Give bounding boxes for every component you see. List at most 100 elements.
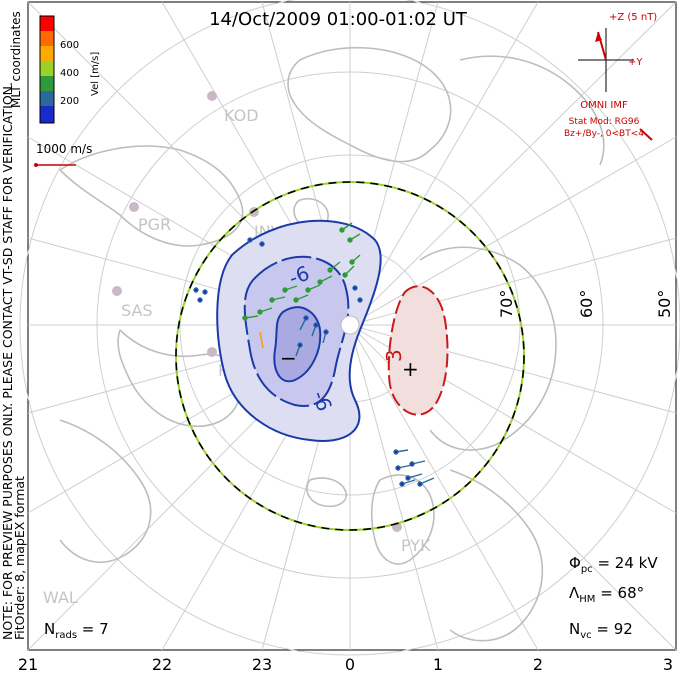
mlt-tick-22: 22 — [152, 655, 172, 674]
colorbar-swatch — [40, 31, 54, 46]
coast-scandinavia — [370, 474, 435, 565]
station-label-pgr: PGR — [138, 215, 171, 234]
mlt-tick-3: 3 — [663, 655, 673, 674]
station-marker-sas — [112, 286, 122, 296]
vector-origin — [202, 289, 208, 295]
vector-origin — [405, 475, 411, 481]
vector-origin — [303, 315, 309, 321]
lat-label-60: 60° — [577, 290, 596, 318]
positive-contour-label: 3 — [382, 349, 406, 362]
preview-note: NOTE: FOR PREVIEW PURPOSES ONLY. PLEASE … — [0, 82, 15, 640]
mlt-tick-23: 23 — [252, 655, 272, 674]
colorbar-swatch — [40, 46, 54, 61]
lat-label-50: 50° — [655, 290, 674, 318]
colorbar-swatch — [40, 16, 54, 31]
colorbar-label: Vel [m/s] — [90, 52, 101, 96]
colorbar-tick-600: 600 — [60, 40, 79, 51]
coast-labrador — [59, 419, 152, 563]
vector-origin — [393, 449, 399, 455]
vector-origin — [352, 285, 358, 291]
vector-origin — [327, 267, 333, 273]
vector-origin — [409, 461, 415, 467]
vector-origin — [269, 297, 275, 303]
coast-hudson — [117, 329, 242, 427]
station-label-sas: SAS — [121, 301, 153, 320]
colorbar-tick-200: 200 — [60, 96, 79, 107]
colorbar-swatch — [40, 76, 54, 91]
vector-cluster-dayside — [242, 222, 361, 321]
vector-origin — [342, 272, 348, 278]
mlt-tick-labels: 21 22 23 0 1 2 3 — [18, 655, 673, 674]
fit-order-note: FitOrder: 8, mapEX format — [12, 476, 27, 640]
imf-source: OMNI IMF — [580, 100, 628, 111]
stat-lambda-hm-value: 68° — [618, 584, 645, 602]
vector-origin — [349, 259, 355, 265]
scale-vector-label: 1000 m/s — [36, 142, 92, 156]
vector-origin — [399, 481, 405, 487]
vector-origin — [242, 315, 248, 321]
vector-origin — [357, 297, 363, 303]
colorbar-swatch — [40, 91, 54, 106]
vector-origin — [317, 279, 323, 285]
vector-origin — [197, 297, 203, 303]
negative-cell-inner — [273, 306, 322, 383]
plot-title: 14/Oct/2009 01:00-01:02 UT — [209, 9, 468, 30]
vector-origin — [395, 465, 401, 471]
vector-origin — [293, 297, 299, 303]
colorbar-swatch — [40, 61, 54, 76]
mlt-line-10 — [349, 1, 539, 326]
stat-n-rads-value: 7 — [99, 620, 109, 638]
colorbar-tick-400: 400 — [60, 68, 79, 79]
stat-n-rads: Nrads = 7 — [44, 620, 109, 641]
mlt-line-2 — [349, 324, 539, 651]
velocity-colorbar: 600 400 200 Vel [m/s] — [39, 15, 101, 124]
imf-clock: +Z (5 nT) +Y OMNI IMF Stat Mod: RG96 Bz+… — [564, 12, 657, 141]
potential-maximum-marker: + — [402, 357, 419, 381]
mlt-tick-2: 2 — [533, 655, 543, 674]
coast-iceland — [306, 477, 347, 508]
hm-boundary — [175, 181, 525, 531]
vector-origin — [282, 287, 288, 293]
vector-origin — [417, 481, 423, 487]
station-label-kod: KOD — [224, 106, 259, 125]
station-label-pyk: PYK — [401, 536, 431, 555]
stat-model-vector — [639, 128, 653, 141]
coast-greenland — [287, 46, 452, 163]
stat-model-line2: Bz+/By-, 0<BT<4 — [564, 129, 644, 139]
mlt-tick-21: 21 — [18, 655, 38, 674]
coast-europe — [449, 469, 544, 642]
velocity-vectors — [193, 222, 435, 487]
vector-origin — [339, 227, 345, 233]
vector-origin — [193, 287, 199, 293]
pole-marker — [340, 315, 360, 335]
vector-origin — [247, 237, 253, 243]
mlt-line-1 — [349, 324, 439, 651]
vector-origin — [323, 329, 329, 335]
stat-phi-pc-value: 24 kV — [615, 554, 659, 572]
station-marker-pgr — [129, 202, 139, 212]
coast-alaska — [459, 55, 605, 166]
potential-minimum-marker: − — [280, 346, 297, 370]
coordinate-label: MLT coordinates — [9, 11, 23, 108]
vector-orange — [259, 331, 264, 349]
station-label-wal: WAL — [43, 588, 78, 607]
mlt-line-9 — [349, 1, 677, 326]
colorbar-frame — [39, 15, 55, 124]
grid-circle-50 — [19, 0, 680, 656]
station-marker-rkn — [207, 347, 217, 357]
stat-model-line1: Stat Mod: RG96 — [569, 117, 640, 127]
mlt-tick-0: 0 — [345, 655, 355, 674]
vector-cluster-blue — [193, 237, 363, 357]
imf-vector-head — [595, 32, 602, 42]
vector-origin — [347, 237, 353, 243]
vector-cluster-scandinavia — [393, 449, 435, 487]
imf-by-label: +Y — [628, 57, 643, 68]
vector-origin — [257, 309, 263, 315]
coast-canada-north — [59, 145, 244, 247]
station-marker-kod — [207, 91, 217, 101]
mlt-tick-1: 1 — [433, 655, 443, 674]
lat-label-70: 70° — [497, 290, 516, 318]
vector-origin — [259, 241, 265, 247]
scale-vector-origin — [34, 163, 38, 167]
